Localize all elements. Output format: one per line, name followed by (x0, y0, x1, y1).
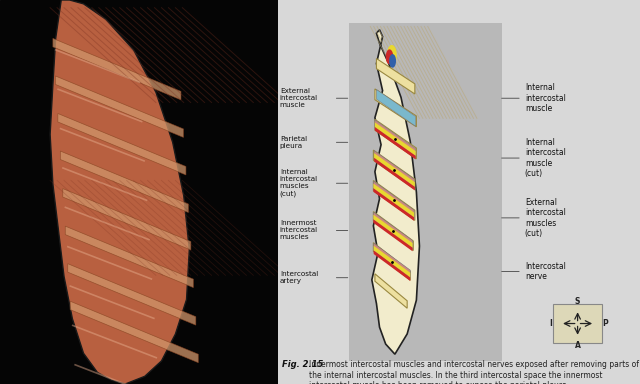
Text: External
intercostal
muscle: External intercostal muscle (280, 88, 318, 108)
Polygon shape (373, 212, 413, 249)
Polygon shape (373, 180, 415, 220)
Text: Fig. 2.15: Fig. 2.15 (282, 361, 323, 369)
Text: Internal
intercostal
muscle
(cut): Internal intercostal muscle (cut) (525, 138, 566, 178)
Text: Internal
intercostal
muscles
(cut): Internal intercostal muscles (cut) (280, 169, 318, 197)
Polygon shape (373, 150, 415, 189)
Polygon shape (372, 30, 419, 354)
Polygon shape (375, 274, 407, 308)
Circle shape (387, 50, 392, 64)
Polygon shape (376, 89, 415, 126)
Polygon shape (68, 264, 196, 325)
Text: Parietal
pleura: Parietal pleura (280, 136, 307, 149)
Polygon shape (60, 151, 188, 212)
Polygon shape (56, 76, 184, 137)
Polygon shape (373, 215, 413, 248)
Polygon shape (374, 243, 410, 277)
Polygon shape (374, 250, 410, 281)
Polygon shape (65, 226, 193, 288)
Polygon shape (373, 243, 410, 280)
Text: A: A (575, 341, 580, 350)
Polygon shape (70, 301, 198, 362)
Text: Intercostal
artery: Intercostal artery (280, 271, 318, 284)
Polygon shape (373, 212, 413, 250)
Polygon shape (375, 127, 415, 159)
Text: P: P (602, 319, 607, 328)
Polygon shape (374, 246, 410, 278)
Text: Innermost
intercostal
muscles: Innermost intercostal muscles (280, 220, 318, 240)
Polygon shape (374, 153, 415, 187)
Text: S: S (575, 297, 580, 306)
Polygon shape (375, 89, 417, 127)
Polygon shape (375, 119, 417, 159)
Polygon shape (373, 181, 414, 219)
Polygon shape (376, 58, 415, 94)
Polygon shape (53, 38, 181, 100)
Polygon shape (63, 189, 191, 250)
Text: External
intercostal
muscles
(cut): External intercostal muscles (cut) (525, 198, 566, 238)
Polygon shape (373, 219, 413, 251)
Polygon shape (375, 120, 415, 158)
Polygon shape (373, 188, 414, 221)
Text: I: I (549, 319, 552, 328)
Polygon shape (374, 151, 415, 189)
Polygon shape (374, 158, 415, 190)
Polygon shape (58, 114, 186, 175)
Text: Internal
intercostal
muscle: Internal intercostal muscle (525, 83, 566, 113)
Circle shape (390, 55, 396, 67)
Text: Innermost intercostal muscles and intercostal nerves exposed after removing part: Innermost intercostal muscles and interc… (309, 361, 639, 384)
Polygon shape (373, 184, 414, 217)
Polygon shape (375, 122, 415, 156)
Circle shape (387, 46, 396, 65)
Text: Intercostal
nerve: Intercostal nerve (525, 262, 566, 281)
Polygon shape (50, 0, 189, 384)
